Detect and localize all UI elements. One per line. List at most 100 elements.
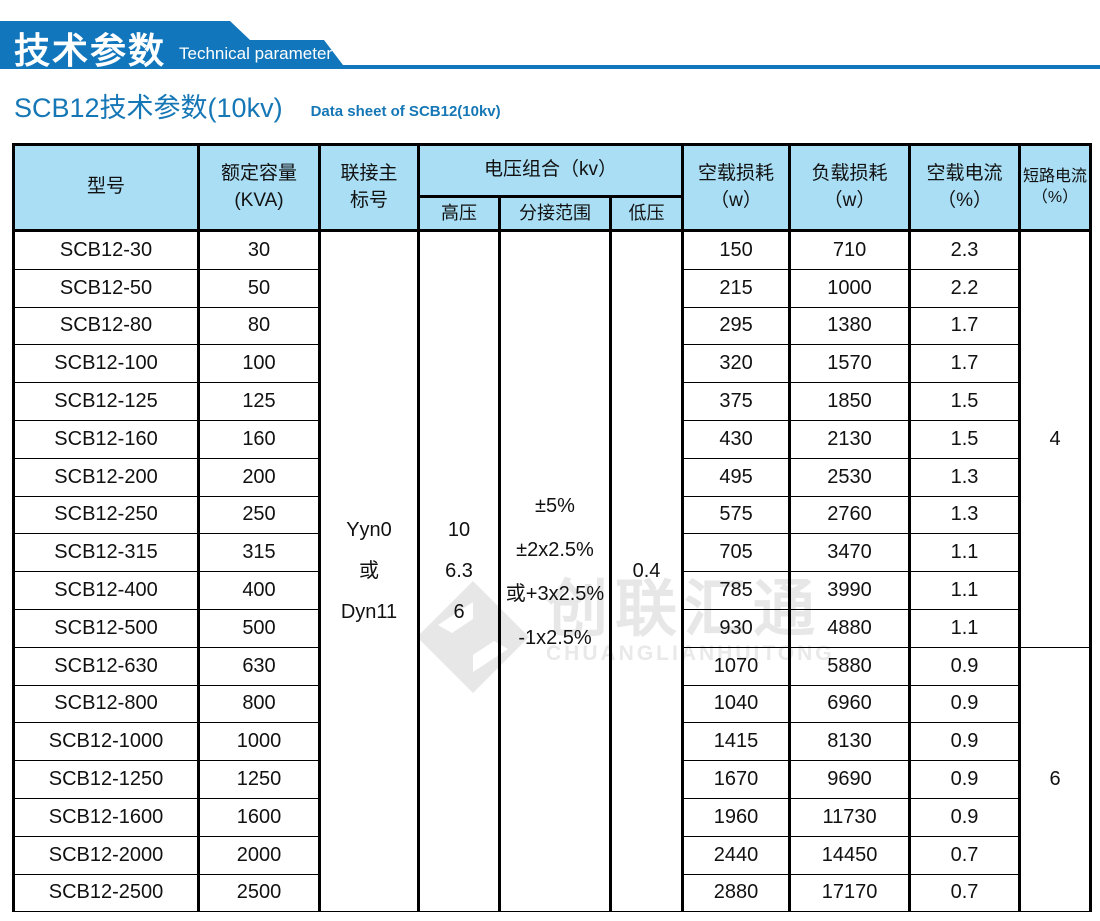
subtitle-cn: SCB12技术参数(10kv) bbox=[14, 93, 283, 123]
load-loss-cell: 5880 bbox=[788, 646, 912, 686]
model-cell: SCB12-500 bbox=[12, 608, 200, 648]
no-load-current-cell: 1.3 bbox=[908, 457, 1022, 497]
col-header-no-load-loss-line1: 空载损耗 bbox=[698, 162, 775, 184]
header-row-2: 高压 分接范围 低压 bbox=[14, 195, 1091, 232]
model-cell: SCB12-315 bbox=[12, 533, 200, 573]
capacity-cell: 125 bbox=[197, 382, 321, 421]
spec-table: 型号 额定容量 (KVA) 联接主 标号 电压组合（kv） 空载损耗 （w） 负… bbox=[12, 143, 1093, 913]
capacity-cell: 30 bbox=[197, 230, 321, 270]
col-header-model: 型号 bbox=[12, 143, 200, 232]
col-header-vector-line2: 标号 bbox=[349, 189, 388, 211]
tap-range-cell: ±5% ±2x2.5% 或+3x2.5% -1x2.5% bbox=[498, 229, 612, 913]
capacity-cell: 2000 bbox=[197, 835, 321, 875]
col-header-load-loss-line1: 负载损耗 bbox=[811, 162, 888, 184]
table-row: SCB12-1000 1000 1415 8130 0.9 bbox=[12, 722, 1091, 762]
load-loss-cell: 6960 bbox=[788, 684, 912, 724]
load-loss-cell: 17170 bbox=[788, 873, 912, 913]
capacity-cell: 315 bbox=[197, 533, 321, 573]
no-load-loss-cell: 930 bbox=[681, 608, 792, 648]
col-header-no-load-current-line2: （%） bbox=[937, 189, 992, 211]
col-header-short-circuit-line2: （%） bbox=[1031, 188, 1079, 206]
load-loss-cell: 3470 bbox=[788, 533, 912, 573]
short-circuit-current-cell: 4 bbox=[1018, 230, 1093, 648]
model-cell: SCB12-1000 bbox=[12, 722, 200, 762]
model-cell: SCB12-1600 bbox=[12, 797, 200, 837]
no-load-loss-cell: 575 bbox=[681, 495, 792, 535]
table-row: SCB12-250 250 575 2760 1.3 bbox=[12, 495, 1091, 535]
no-load-current-cell: 0.9 bbox=[908, 684, 1022, 724]
capacity-cell: 200 bbox=[197, 457, 321, 497]
load-loss-cell: 710 bbox=[788, 230, 912, 270]
table-row: SCB12-200 200 495 2530 1.3 bbox=[12, 457, 1091, 497]
col-header-vector-group: 联接主 标号 bbox=[318, 143, 420, 232]
col-header-vector-line1: 联接主 bbox=[340, 162, 398, 184]
capacity-cell: 800 bbox=[197, 684, 321, 724]
table-row: SCB12-125 125 375 1850 1.5 bbox=[12, 382, 1091, 421]
capacity-cell: 630 bbox=[197, 646, 321, 686]
page-subtitle: SCB12技术参数(10kv) Data sheet of SCB12(10kv… bbox=[14, 86, 501, 125]
model-cell: SCB12-80 bbox=[12, 306, 200, 346]
table-row: SCB12-400 400 785 3990 1.1 bbox=[12, 571, 1091, 610]
no-load-current-cell: 1.7 bbox=[908, 306, 1022, 346]
model-cell: SCB12-2000 bbox=[12, 835, 200, 875]
no-load-loss-cell: 1040 bbox=[681, 684, 792, 724]
table-row: SCB12-2500 2500 2880 17170 0.7 bbox=[12, 873, 1091, 913]
short-circuit-current-cell: 6 bbox=[1018, 646, 1093, 913]
no-load-loss-cell: 215 bbox=[681, 268, 792, 308]
no-load-current-cell: 0.9 bbox=[908, 646, 1022, 686]
model-cell: SCB12-1250 bbox=[12, 760, 200, 799]
capacity-cell: 500 bbox=[197, 608, 321, 648]
load-loss-cell: 1000 bbox=[788, 268, 912, 308]
load-loss-cell: 2530 bbox=[788, 457, 912, 497]
no-load-loss-cell: 375 bbox=[681, 382, 792, 421]
no-load-loss-cell: 705 bbox=[681, 533, 792, 573]
table-row: SCB12-630 630 1070 5880 0.9 6 bbox=[12, 646, 1093, 913]
capacity-cell: 400 bbox=[197, 571, 321, 610]
no-load-loss-cell: 1670 bbox=[681, 760, 792, 799]
col-header-no-load-current: 空载电流 （%） bbox=[908, 143, 1022, 232]
no-load-loss-cell: 1960 bbox=[681, 797, 792, 837]
load-loss-cell: 14450 bbox=[788, 835, 912, 875]
lv-cell: 0.4 bbox=[608, 229, 685, 913]
table-row: SCB12-2000 2000 2440 14450 0.7 bbox=[12, 835, 1091, 875]
capacity-cell: 80 bbox=[197, 306, 321, 346]
table-row: SCB12-100 100 320 1570 1.7 bbox=[12, 344, 1091, 384]
load-loss-cell: 3990 bbox=[788, 571, 912, 610]
load-loss-cell: 1380 bbox=[788, 306, 912, 346]
load-loss-cell: 8130 bbox=[788, 722, 912, 762]
table-row: SCB12-80 80 295 1380 1.7 bbox=[12, 306, 1091, 346]
no-load-current-cell: 1.7 bbox=[908, 344, 1022, 384]
no-load-current-cell: 0.9 bbox=[908, 760, 1022, 799]
col-header-load-loss-line2: （w） bbox=[823, 189, 876, 211]
col-header-capacity-line2: (KVA) bbox=[234, 189, 284, 211]
no-load-loss-cell: 295 bbox=[681, 306, 792, 346]
no-load-current-cell: 1.1 bbox=[908, 571, 1022, 610]
model-cell: SCB12-50 bbox=[12, 268, 200, 308]
table-row: SCB12-315 315 705 3470 1.1 bbox=[12, 533, 1091, 573]
table-row: SCB12-800 800 1040 6960 0.9 bbox=[12, 684, 1091, 724]
col-header-no-load-loss: 空载损耗 （w） bbox=[681, 143, 792, 232]
no-load-loss-cell: 1070 bbox=[681, 646, 792, 686]
no-load-current-cell: 0.7 bbox=[908, 835, 1022, 875]
load-loss-cell: 2760 bbox=[788, 495, 912, 535]
header-row-1: 型号 额定容量 (KVA) 联接主 标号 电压组合（kv） 空载损耗 （w） 负… bbox=[12, 143, 1093, 232]
vector-group-cell: Yyn0 或 Dyn11 bbox=[318, 229, 420, 913]
model-cell: SCB12-30 bbox=[12, 230, 200, 270]
no-load-loss-cell: 150 bbox=[681, 230, 792, 270]
table-row: SCB12-30 30 Yyn0 或 Dyn11 10 6.3 6 ±5% ±2x2.5% 或+3x… bbox=[12, 229, 1093, 913]
no-load-current-cell: 1.1 bbox=[908, 533, 1022, 573]
col-header-no-load-current-line1: 空载电流 bbox=[926, 162, 1003, 184]
col-header-voltage-group: 电压组合（kv） bbox=[416, 143, 685, 198]
model-cell: SCB12-630 bbox=[12, 646, 200, 686]
model-cell: SCB12-250 bbox=[12, 495, 200, 535]
capacity-cell: 160 bbox=[197, 419, 321, 459]
no-load-current-cell: 1.3 bbox=[908, 495, 1022, 535]
capacity-cell: 50 bbox=[197, 268, 321, 308]
no-load-current-cell: 2.2 bbox=[908, 268, 1022, 308]
col-header-short-circuit-line1: 短路电流 bbox=[1023, 167, 1088, 185]
capacity-cell: 1250 bbox=[197, 760, 321, 799]
table-row: SCB12-160 160 430 2130 1.5 bbox=[12, 419, 1091, 459]
no-load-current-cell: 0.9 bbox=[908, 797, 1022, 837]
capacity-cell: 1000 bbox=[197, 722, 321, 762]
col-header-capacity-line1: 额定容量 bbox=[220, 162, 297, 184]
